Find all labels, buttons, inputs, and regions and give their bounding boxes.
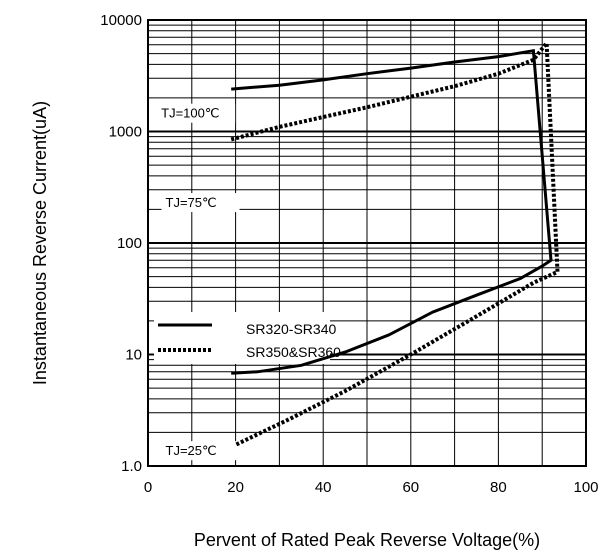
y-tick-label: 1.0 xyxy=(121,458,142,475)
annotation-layer: TJ=100℃ TJ=75℃ TJ=25℃ xyxy=(154,103,330,461)
y-tick-label: 100 xyxy=(117,235,142,252)
x-tick-label: 80 xyxy=(490,479,507,496)
legend: SR320-SR340 SR350&SR360 xyxy=(158,321,341,360)
y-tick-label: 10 xyxy=(125,347,142,364)
annotation-label: TJ=100℃ xyxy=(161,106,219,121)
x-tick-label: 20 xyxy=(227,479,244,496)
annotation-label: TJ=75℃ xyxy=(166,195,217,210)
y-tick-label: 1000 xyxy=(109,124,142,141)
x-axis-title: Pervent of Rated Peak Reverse Voltage(%) xyxy=(194,530,540,550)
legend-label-dotted: SR350&SR360 xyxy=(246,344,341,360)
annotation-box xyxy=(161,193,240,213)
grid-lines xyxy=(148,20,586,466)
series-line xyxy=(230,37,560,447)
annotation-label: TJ=25℃ xyxy=(166,443,217,458)
annotation-box xyxy=(157,103,236,123)
annotation-box xyxy=(161,441,240,461)
series-layer xyxy=(230,37,560,447)
legend-box xyxy=(154,312,330,364)
y-axis-title: Instantaneous Reverse Current(uA) xyxy=(30,101,50,385)
series-line xyxy=(231,48,553,375)
x-tick-label: 60 xyxy=(402,479,419,496)
x-tick-label: 40 xyxy=(315,479,332,496)
x-tick-label: 0 xyxy=(144,479,152,496)
tick-labels: 0 20 40 60 80 100 10000 1000 100 10 1.0 xyxy=(100,12,598,496)
legend-label-solid: SR320-SR340 xyxy=(246,321,336,337)
y-tick-label: 10000 xyxy=(100,12,142,29)
plot-frame xyxy=(147,19,587,467)
x-tick-label: 100 xyxy=(573,479,598,496)
